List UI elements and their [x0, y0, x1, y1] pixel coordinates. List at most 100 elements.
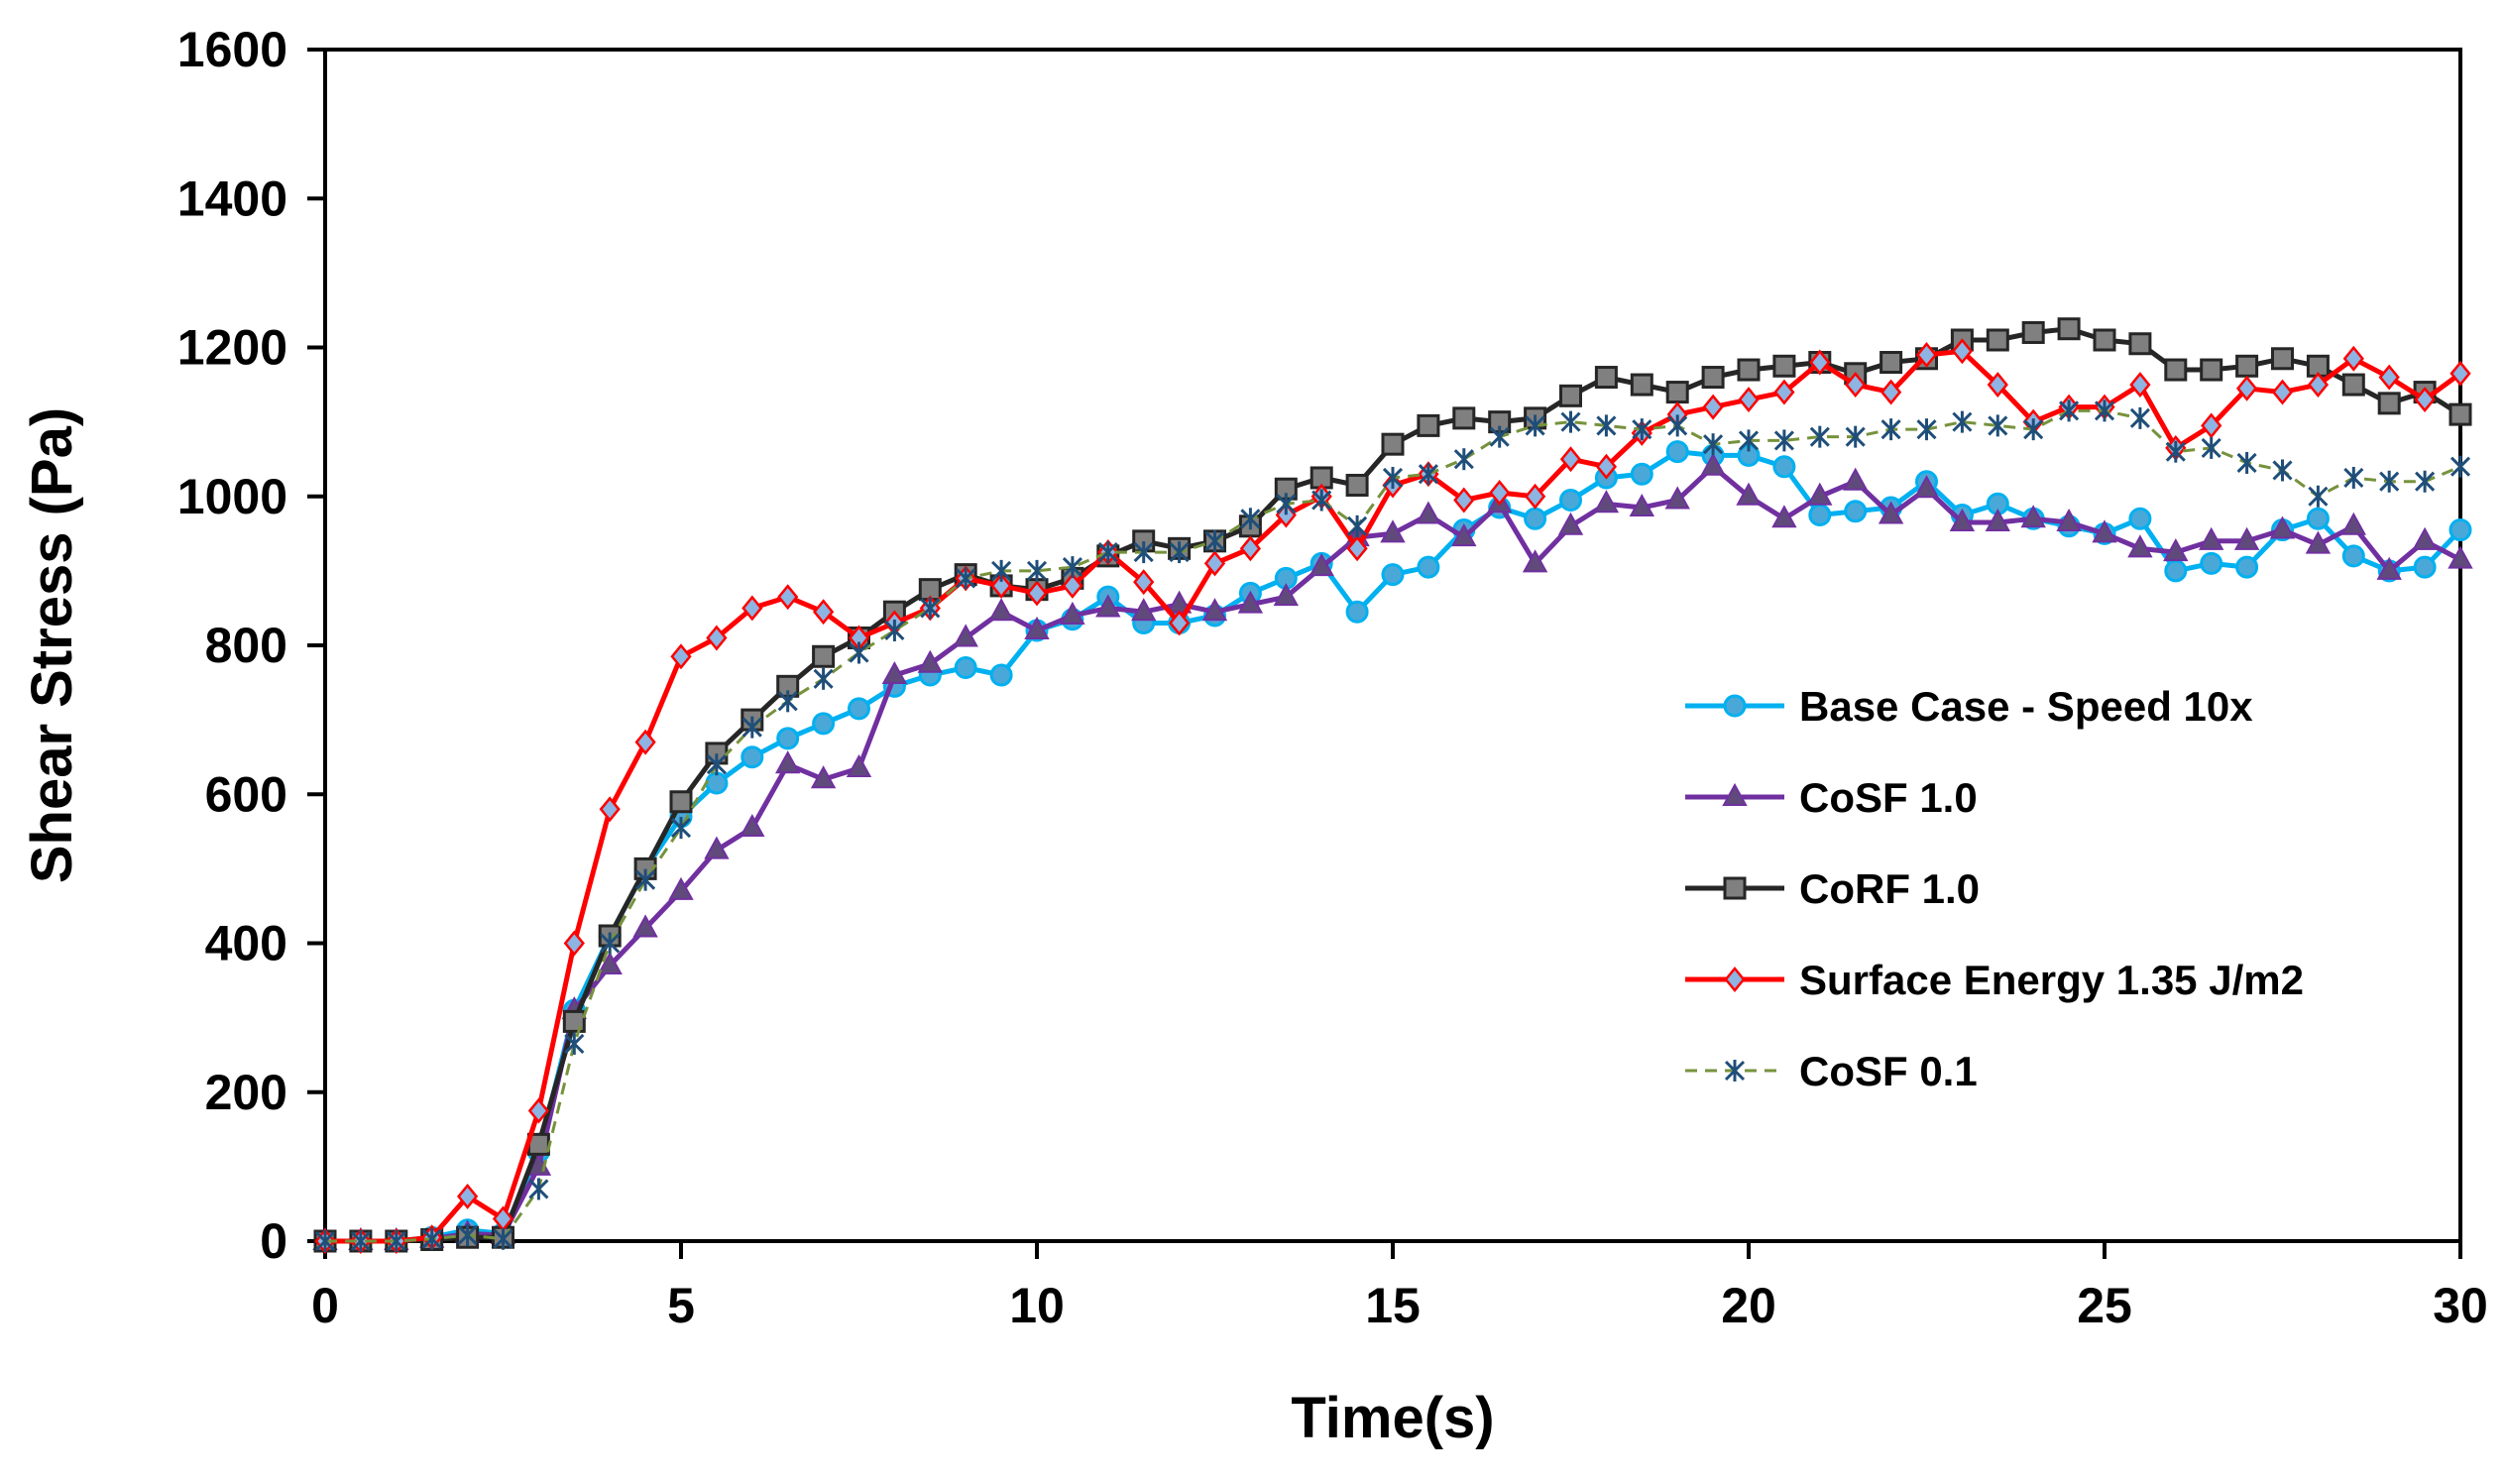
data-point	[1878, 501, 1904, 524]
data-point	[1381, 563, 1405, 587]
data-point	[1416, 501, 1441, 524]
data-point	[1771, 505, 1797, 528]
data-point	[668, 876, 694, 900]
data-point	[917, 649, 943, 673]
data-point	[776, 727, 800, 750]
data-point	[1133, 569, 1155, 596]
series-group	[312, 317, 2473, 1254]
data-point	[634, 729, 656, 755]
x-tick-label: 30	[2433, 1278, 2488, 1333]
data-point	[1594, 366, 1618, 390]
data-point	[706, 753, 727, 776]
legend-label: CoSF 1.0	[1799, 774, 1978, 821]
data-point	[813, 667, 834, 690]
data-point	[2056, 508, 2082, 532]
data-point	[2057, 317, 2081, 341]
data-point	[1524, 507, 1547, 530]
data-point	[1418, 463, 1438, 486]
data-point	[1595, 453, 1618, 480]
legend-item: Surface Energy 1.35 J/m2	[1685, 957, 2304, 1003]
data-point	[1560, 410, 1581, 433]
data-point	[350, 1230, 371, 1252]
data-point	[1453, 487, 1475, 514]
data-point	[1417, 413, 1440, 437]
data-point	[599, 796, 621, 823]
data-point	[1417, 555, 1440, 579]
y-tick-label: 400	[205, 916, 287, 971]
data-point	[1239, 535, 1262, 562]
data-point	[421, 1227, 442, 1250]
data-point	[1880, 418, 1901, 441]
data-point	[1809, 425, 1830, 448]
data-point	[2128, 332, 2152, 356]
data-point	[1559, 384, 1582, 407]
data-point	[1808, 504, 1832, 527]
data-point	[920, 597, 941, 620]
legend: Base Case - Speed 10x CoSF 1.0 CoRF 1.0 Sur…	[1685, 683, 2304, 1094]
data-point	[2341, 373, 2365, 397]
legend-item: Base Case - Speed 10x	[1685, 683, 2253, 730]
data-point	[2448, 545, 2473, 569]
legend-label: CoRF 1.0	[1799, 865, 1980, 912]
data-point	[2449, 455, 2471, 478]
data-point	[564, 1032, 585, 1055]
legend-label: Base Case - Speed 10x	[1799, 683, 2253, 730]
data-point	[600, 932, 621, 955]
axes: 0 5 10 15 20 25 30 0 200 400 600 800 1000 1200 1400 160…	[177, 22, 2488, 1333]
data-point	[706, 625, 728, 651]
data-point	[1452, 406, 1476, 430]
data-point	[1773, 379, 1795, 405]
data-point	[2271, 347, 2294, 371]
y-tick-label: 600	[205, 766, 287, 822]
data-point	[1524, 483, 1546, 510]
data-point	[1736, 482, 1762, 506]
data-point	[1273, 583, 1299, 607]
data-point	[846, 753, 872, 777]
data-point	[1913, 475, 1940, 499]
data-point	[457, 1223, 478, 1246]
data-point	[1702, 394, 1724, 420]
data-point	[2164, 358, 2188, 382]
data-point	[2093, 328, 2116, 352]
data-point	[1915, 342, 1938, 368]
data-point	[2412, 526, 2438, 550]
data-point	[1629, 493, 1654, 517]
data-point	[2200, 551, 2223, 575]
data-point	[1276, 493, 1297, 515]
data-point	[1737, 358, 1761, 382]
data-point	[528, 1178, 549, 1200]
data-point	[777, 690, 798, 713]
data-point	[848, 697, 870, 721]
data-point	[456, 1183, 479, 1209]
data-point	[740, 813, 765, 838]
data-point	[1723, 694, 1747, 718]
data-point	[2233, 526, 2260, 550]
data-point	[1382, 466, 1404, 489]
data-point	[1133, 541, 1154, 564]
data-point	[1809, 349, 1831, 376]
data-point	[527, 1097, 550, 1124]
data-point	[1097, 541, 1118, 564]
data-point	[1237, 590, 1264, 614]
y-tick-label: 1600	[177, 22, 287, 77]
data-point	[775, 750, 801, 774]
data-point	[2235, 354, 2259, 378]
data-point	[493, 1227, 513, 1250]
series-5	[314, 400, 2471, 1252]
data-point	[1559, 489, 1582, 513]
data-point	[2199, 526, 2224, 550]
data-point	[2094, 400, 2115, 422]
data-point	[2235, 375, 2258, 401]
data-point	[670, 643, 692, 670]
data-point	[1630, 373, 1653, 397]
data-point	[810, 765, 837, 789]
data-point	[1722, 782, 1748, 806]
data-point	[2164, 559, 2188, 583]
data-point	[1632, 418, 1652, 441]
data-point	[1026, 559, 1048, 582]
data-point	[1489, 425, 1510, 448]
data-point	[2127, 534, 2153, 558]
data-point	[1952, 410, 1973, 433]
